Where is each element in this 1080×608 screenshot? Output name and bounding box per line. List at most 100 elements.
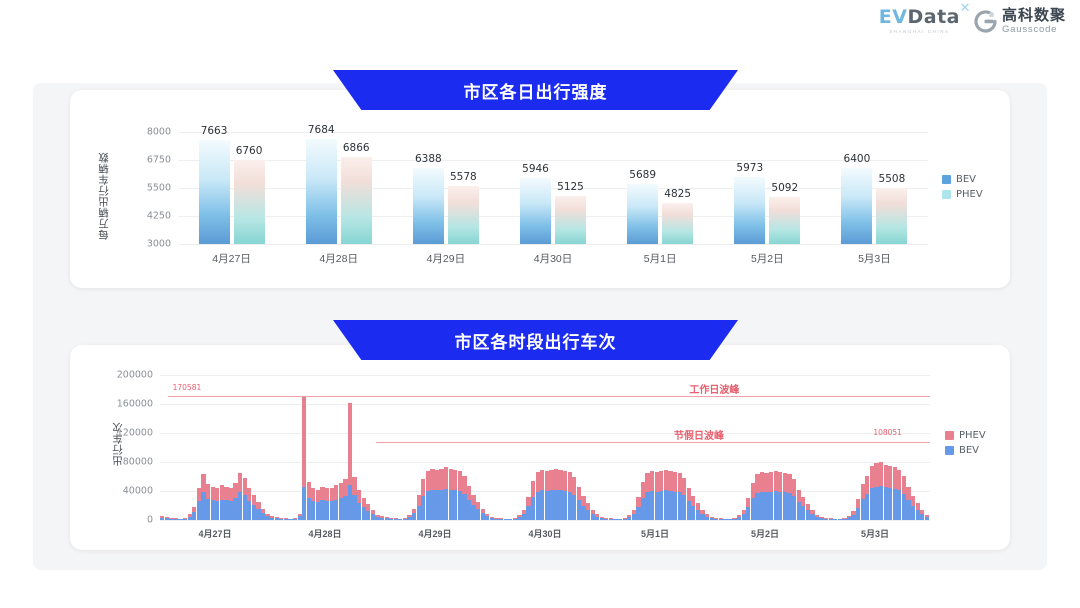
chart2-stacked-bar[interactable] (892, 467, 897, 520)
chart2-stacked-bar[interactable] (393, 518, 398, 520)
chart2-stacked-bar[interactable] (398, 518, 403, 520)
chart1-bar-bev[interactable]: 7663 (198, 125, 230, 244)
chart2-stacked-bar[interactable] (682, 478, 687, 520)
chart1-bar-bev[interactable]: 5689 (627, 169, 659, 244)
chart2-stacked-bar[interactable] (407, 514, 412, 520)
chart2-stacked-bar[interactable] (288, 518, 293, 520)
chart2-stacked-bar[interactable] (535, 472, 540, 520)
chart2-stacked-bar[interactable] (466, 485, 472, 520)
chart2-stacked-bar[interactable] (791, 479, 797, 520)
chart2-stacked-bar[interactable] (421, 479, 426, 520)
chart2-stacked-bar[interactable] (590, 509, 595, 520)
chart2-stacked-bar[interactable] (251, 494, 256, 520)
chart1-bar-phev[interactable]: 6866 (340, 142, 372, 244)
chart2-stacked-bar[interactable] (457, 470, 462, 520)
chart1-bar-phev[interactable]: 5508 (876, 173, 908, 244)
chart2-stacked-bar[interactable] (297, 513, 302, 520)
chart1-bar-bev[interactable]: 5973 (734, 162, 766, 244)
chart2-stacked-bar[interactable] (874, 463, 879, 520)
chart2-stacked-bar[interactable] (439, 468, 444, 520)
chart2-stacked-bar[interactable] (485, 513, 490, 520)
chart2-stacked-bar[interactable] (425, 470, 430, 520)
chart1-bar-bev[interactable]: 6400 (841, 153, 873, 244)
chart2-stacked-bar[interactable] (540, 469, 545, 520)
chart2-legend-item-phev[interactable]: PHEV (945, 430, 986, 441)
chart2-stacked-bar[interactable] (576, 487, 582, 520)
chart2-stacked-bar[interactable] (636, 497, 641, 520)
chart2-stacked-bar[interactable] (691, 496, 696, 520)
chart2-stacked-bar[interactable] (672, 472, 678, 520)
chart2-stacked-bar[interactable] (453, 469, 458, 520)
chart2-stacked-bar[interactable] (585, 502, 591, 520)
chart2-stacked-bar[interactable] (384, 517, 389, 520)
chart1-bar-bev[interactable]: 7684 (305, 124, 337, 244)
chart2-stacked-bar[interactable] (549, 469, 554, 520)
chart2-stacked-bar[interactable] (233, 483, 238, 520)
chart2-stacked-bar[interactable] (764, 473, 769, 520)
chart2-stacked-bar[interactable] (796, 489, 801, 520)
chart2-stacked-bar[interactable] (801, 496, 806, 520)
chart2-stacked-bar[interactable] (375, 514, 380, 520)
chart2-stacked-bar[interactable] (544, 470, 549, 520)
chart2-stacked-bar[interactable] (498, 518, 504, 520)
chart2-stacked-bar[interactable] (773, 471, 778, 520)
chart2-stacked-bar[interactable] (183, 517, 188, 520)
chart2-stacked-bar[interactable] (347, 402, 353, 520)
chart2-stacked-bar[interactable] (709, 516, 714, 520)
chart2-stacked-bar[interactable] (723, 518, 728, 520)
chart2-stacked-bar[interactable] (260, 509, 266, 520)
chart2-stacked-bar[interactable] (238, 472, 243, 520)
chart2-legend-item-bev[interactable]: BEV (945, 445, 986, 456)
chart2-stacked-bar[interactable] (411, 509, 417, 520)
chart2-stacked-bar[interactable] (581, 495, 586, 520)
chart2-stacked-bar[interactable] (846, 515, 852, 520)
chart2-stacked-bar[interactable] (471, 494, 476, 520)
chart2-stacked-bar[interactable] (242, 477, 247, 520)
chart2-stacked-bar[interactable] (306, 481, 311, 520)
chart2-stacked-bar[interactable] (553, 468, 559, 520)
chart2-stacked-bar[interactable] (379, 516, 385, 520)
chart2-stacked-bar[interactable] (833, 518, 838, 520)
chart2-stacked-bar[interactable] (370, 510, 375, 520)
chart2-stacked-bar[interactable] (737, 515, 742, 520)
chart2-stacked-bar[interactable] (187, 514, 192, 520)
chart2-stacked-bar[interactable] (819, 516, 824, 520)
chart2-stacked-bar[interactable] (210, 486, 215, 520)
chart2-stacked-bar[interactable] (805, 503, 810, 520)
chart2-stacked-bar[interactable] (627, 515, 632, 520)
chart2-stacked-bar[interactable] (517, 515, 522, 520)
chart2-stacked-bar[interactable] (526, 496, 531, 520)
chart2-stacked-bar[interactable] (595, 514, 600, 520)
chart1-bar-bev[interactable]: 5946 (520, 163, 551, 244)
chart2-stacked-bar[interactable] (329, 488, 334, 520)
chart1-bar-phev[interactable]: 5092 (769, 182, 801, 244)
chart2-stacked-bar[interactable] (778, 472, 783, 520)
chart2-stacked-bar[interactable] (444, 467, 449, 520)
chart2-stacked-bar[interactable] (256, 501, 261, 520)
chart2-stacked-bar[interactable] (915, 502, 920, 520)
chart2-stacked-bar[interactable] (563, 470, 568, 520)
chart2-stacked-bar[interactable] (865, 475, 870, 520)
chart2-stacked-bar[interactable] (732, 518, 737, 520)
chart2-stacked-bar[interactable] (640, 481, 646, 520)
chart2-stacked-bar[interactable] (283, 518, 289, 520)
chart2-stacked-bar[interactable] (878, 462, 884, 520)
chart2-stacked-bar[interactable] (686, 488, 691, 520)
chart2-stacked-bar[interactable] (851, 510, 856, 520)
chart2-stacked-bar[interactable] (645, 473, 650, 520)
chart2-stacked-bar[interactable] (274, 517, 279, 520)
chart2-stacked-bar[interactable] (837, 518, 842, 520)
chart2-stacked-bar[interactable] (856, 499, 861, 520)
chart2-stacked-bar[interactable] (659, 470, 664, 520)
chart1-legend-item-phev[interactable]: PHEV (942, 189, 983, 200)
chart2-stacked-bar[interactable] (920, 509, 925, 520)
chart1-bar-phev[interactable]: 4825 (662, 188, 694, 244)
chart2-stacked-bar[interactable] (558, 469, 563, 520)
chart2-stacked-bar[interactable] (448, 468, 453, 520)
chart2-stacked-bar[interactable] (389, 518, 394, 520)
chart1-bar-phev[interactable]: 5125 (555, 181, 586, 244)
chart2-stacked-bar[interactable] (567, 472, 572, 520)
chart2-stacked-bar[interactable] (416, 495, 421, 520)
chart2-stacked-bar[interactable] (727, 518, 733, 520)
chart2-stacked-bar[interactable] (521, 509, 527, 520)
